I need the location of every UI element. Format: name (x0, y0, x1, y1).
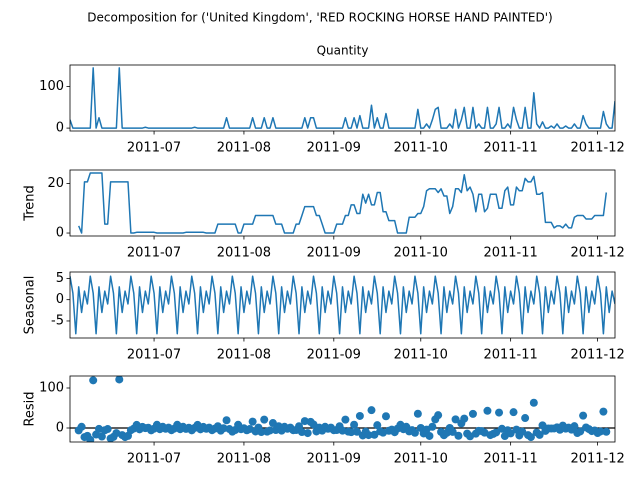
resid-point (257, 428, 266, 437)
y-axis-label: Trend (23, 185, 38, 222)
x-tick-label: 2011-07 (127, 452, 181, 467)
resid-point (602, 427, 611, 436)
resid-point (468, 409, 477, 418)
axes-frame (69, 375, 616, 443)
axes-frame (69, 271, 616, 339)
x-tick-label: 2011-08 (217, 246, 271, 261)
y-tick-label: 0 (56, 226, 64, 241)
x-tick-label: 2011-09 (307, 348, 361, 363)
series-line (78, 172, 608, 234)
resid-point (535, 430, 544, 439)
y-axis-label: Resid (23, 391, 38, 426)
resid-point (526, 433, 535, 442)
x-tick-label: 2011-07 (127, 348, 181, 363)
y-tick-label: 100 (39, 381, 64, 396)
x-tick-label: 2011-12 (570, 246, 624, 261)
x-tick-label: 2011-09 (307, 246, 361, 261)
x-tick-label: 2011-11 (483, 348, 537, 363)
x-tick-label: 2011-11 (483, 141, 537, 156)
resid-point (89, 376, 98, 385)
resid-point (428, 422, 437, 431)
x-tick-label: 2011-12 (570, 141, 624, 156)
resid-point (303, 429, 312, 438)
resid-point (355, 411, 364, 420)
x-tick-label: 2011-07 (127, 246, 181, 261)
resid-point (373, 421, 382, 430)
resid-point (413, 409, 422, 418)
resid-point (495, 408, 504, 417)
resid-point (341, 415, 350, 424)
resid-point (451, 415, 460, 424)
y-tick-label: 5 (56, 271, 64, 286)
resid-point (410, 428, 419, 437)
resid-point (529, 398, 538, 407)
axes-frame (69, 169, 616, 237)
resid-point (347, 428, 356, 437)
resid-point (579, 411, 588, 420)
resid-point (483, 406, 492, 415)
resid-point (367, 406, 376, 415)
resid-point (266, 426, 275, 435)
resid-point (425, 431, 434, 440)
y-tick-label: -5 (51, 313, 64, 328)
resid-point (248, 417, 257, 426)
resid-point (381, 412, 390, 421)
x-tick-label: 2011-12 (570, 348, 624, 363)
resid-point (260, 415, 269, 424)
resid-point (576, 427, 585, 436)
x-tick-label: 2011-10 (394, 141, 448, 156)
resid-point (103, 425, 112, 434)
x-tick-label: 2011-11 (483, 452, 537, 467)
resid-point (97, 432, 106, 441)
resid-point (364, 431, 373, 440)
x-tick-label: 2011-08 (217, 452, 271, 467)
resid-point (518, 427, 527, 436)
resid-point (454, 431, 463, 440)
resid-point (370, 430, 379, 439)
series-line (70, 67, 615, 129)
y-tick-label: 0 (56, 121, 64, 136)
x-tick-label: 2011-09 (307, 452, 361, 467)
resid-point (599, 407, 608, 416)
panel-title: Quantity (317, 44, 369, 58)
x-tick-label: 2011-12 (570, 452, 624, 467)
resid-point (492, 428, 501, 437)
resid-point (509, 408, 518, 417)
y-tick-label: 0 (56, 421, 64, 436)
x-tick-label: 2011-10 (394, 348, 448, 363)
y-axis-label: Seasonal (23, 276, 38, 335)
resid-point (521, 414, 530, 423)
series-line (70, 275, 615, 335)
resid-point (350, 420, 359, 429)
x-tick-label: 2011-07 (127, 141, 181, 156)
y-tick-label: 0 (56, 292, 64, 307)
resid-point (222, 416, 231, 425)
x-tick-label: 2011-10 (394, 452, 448, 467)
y-tick-label: 100 (39, 79, 64, 94)
resid-point (115, 376, 124, 384)
x-tick-label: 2011-08 (217, 141, 271, 156)
resid-point (448, 427, 457, 436)
x-tick-label: 2011-11 (483, 246, 537, 261)
resid-point (570, 422, 579, 431)
figure-title: Decomposition for ('United Kingdom', 'RE… (87, 11, 552, 25)
x-tick-label: 2011-08 (217, 348, 271, 363)
x-tick-label: 2011-10 (394, 246, 448, 261)
resid-point (596, 427, 605, 436)
resid-point (86, 435, 95, 442)
x-tick-label: 2011-09 (307, 141, 361, 156)
resid-point (460, 414, 469, 423)
resid-point (352, 427, 361, 436)
resid-point (434, 411, 443, 420)
axes-frame (69, 64, 616, 132)
y-tick-label: 20 (47, 176, 64, 191)
resid-point (506, 429, 515, 438)
resid-point (77, 422, 86, 431)
